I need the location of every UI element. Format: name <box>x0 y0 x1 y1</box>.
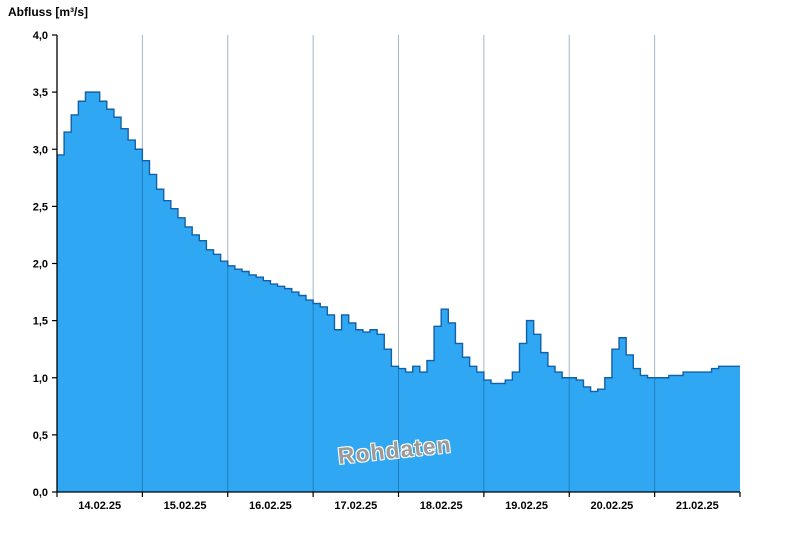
x-date-label: 14.02.25 <box>78 500 121 512</box>
y-tick-label: 0,5 <box>33 430 48 442</box>
x-date-label: 21.02.25 <box>676 500 719 512</box>
y-tick-label: 3,0 <box>33 144 48 156</box>
x-axis-labels: 14.02.25 15.02.25 16.02.25 17.02.25 18.02.25… <box>56 492 741 512</box>
y-tick-label: 1,0 <box>33 373 48 385</box>
y-tick-label: 1,5 <box>33 316 48 328</box>
x-date-label: 17.02.25 <box>334 500 377 512</box>
x-date-label: 16.02.25 <box>249 500 292 512</box>
y-tick-label: 4,0 <box>33 30 48 42</box>
area-outline <box>57 91 740 393</box>
x-date-label: 20.02.25 <box>590 500 633 512</box>
y-tick-label: 3,5 <box>33 87 48 99</box>
chart-title: Abfluss [m³/s] <box>8 5 89 19</box>
y-tick-label: 2,0 <box>33 259 48 271</box>
gridlines <box>141 35 656 492</box>
x-date-label: 19.02.25 <box>505 500 548 512</box>
y-tick-label: 2,5 <box>33 201 48 213</box>
y-axis-labels: 0,0 0,5 1,0 1,5 2,0 2,5 3,0 3,5 4,0 <box>33 30 57 499</box>
x-date-label: 18.02.25 <box>420 500 463 512</box>
y-tick-label: 0,0 <box>33 487 48 499</box>
x-date-label: 15.02.25 <box>164 500 207 512</box>
area-fill <box>57 92 740 492</box>
